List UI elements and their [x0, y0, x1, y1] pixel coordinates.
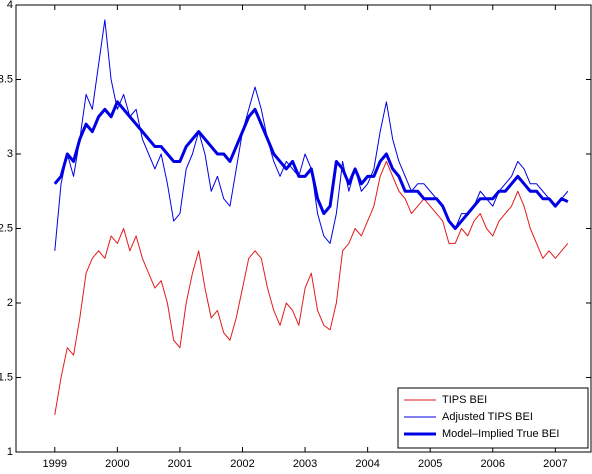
legend-label: Model–Implied True BEI	[442, 428, 559, 440]
x-tick-label: 1999	[43, 458, 67, 469]
x-tick-label: 2002	[230, 458, 254, 469]
x-tick-label: 2003	[293, 458, 317, 469]
legend-box	[397, 387, 589, 449]
y-tick-label: 3	[7, 148, 13, 160]
legend-label: TIPS BEI	[442, 394, 487, 406]
x-tick-label: 2001	[168, 458, 192, 469]
x-tick-label: 2004	[355, 458, 379, 469]
y-tick-label: 1	[7, 446, 13, 458]
y-tick-label: 3.5	[0, 73, 13, 85]
series-line	[53, 100, 569, 230]
y-tick-label: 4	[7, 0, 13, 11]
series-line	[54, 160, 569, 415]
y-tick-label: 2.5	[0, 222, 13, 234]
y-tick-label: 1.5	[0, 371, 13, 383]
plot-area	[15, 4, 592, 453]
x-tick-label: 2005	[418, 458, 442, 469]
x-tick-label: 2006	[481, 458, 505, 469]
legend-label: Adjusted TIPS BEI	[442, 411, 533, 423]
x-tick-label: 2007	[543, 458, 567, 469]
y-tick-label: 2	[7, 297, 13, 309]
x-tick-label: 2000	[105, 458, 129, 469]
